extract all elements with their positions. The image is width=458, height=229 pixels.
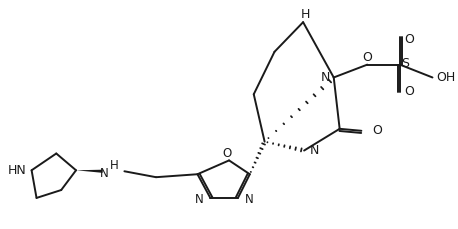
Polygon shape [76, 170, 103, 173]
Text: O: O [404, 85, 414, 97]
Text: H: H [110, 158, 119, 171]
Text: S: S [401, 57, 409, 70]
Text: H: H [300, 8, 310, 21]
Text: N: N [245, 193, 254, 205]
Text: O: O [223, 146, 232, 159]
Text: O: O [404, 33, 414, 46]
Text: N: N [195, 193, 203, 205]
Text: OH: OH [436, 71, 456, 84]
Text: HN: HN [8, 163, 27, 176]
Text: N: N [100, 166, 109, 179]
Text: N: N [321, 71, 330, 84]
Text: N: N [310, 143, 319, 156]
Text: O: O [362, 51, 372, 64]
Text: O: O [372, 124, 382, 137]
